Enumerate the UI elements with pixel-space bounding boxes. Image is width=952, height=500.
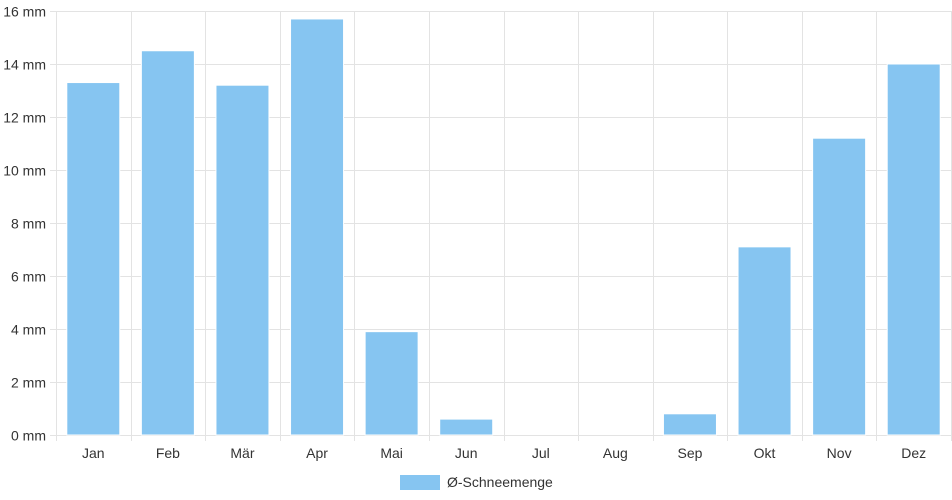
y-tick-label: 14 mm bbox=[3, 57, 46, 73]
x-axis-ticks: Jan Feb Mär Apr Mai Jun Jul Aug Sep Okt Nov Dez bbox=[82, 445, 926, 461]
bar-okt[interactable] bbox=[737, 246, 792, 436]
bar-apr[interactable] bbox=[290, 18, 345, 436]
x-tick-label: Apr bbox=[306, 445, 328, 461]
legend[interactable]: Ø-Schneemenge bbox=[400, 474, 553, 490]
y-tick-label: 10 mm bbox=[3, 163, 46, 179]
x-tick-label: Jul bbox=[532, 445, 550, 461]
x-tick-label: Jan bbox=[82, 445, 105, 461]
legend-label: Ø-Schneemenge bbox=[447, 474, 553, 490]
bar-mär[interactable] bbox=[215, 84, 270, 436]
x-tick-label: Feb bbox=[156, 445, 180, 461]
bar-jan[interactable] bbox=[66, 82, 121, 436]
legend-swatch bbox=[400, 475, 440, 490]
y-tick-label: 2 mm bbox=[11, 375, 46, 391]
x-tick-label: Sep bbox=[677, 445, 702, 461]
bars bbox=[66, 18, 941, 436]
y-axis-ticks: 0 mm 2 mm 4 mm 6 mm 8 mm 10 mm 12 mm 14 mm 16 mm bbox=[3, 4, 46, 444]
bar-jun[interactable] bbox=[439, 418, 494, 436]
y-tick-label: 8 mm bbox=[11, 216, 46, 232]
bar-sep[interactable] bbox=[662, 413, 717, 436]
x-tick-label: Mai bbox=[380, 445, 403, 461]
x-tick-label: Okt bbox=[754, 445, 776, 461]
bar-dez[interactable] bbox=[886, 63, 941, 436]
y-tick-label: 6 mm bbox=[11, 269, 46, 285]
y-tick-label: 16 mm bbox=[3, 4, 46, 20]
x-tick-label: Mär bbox=[230, 445, 254, 461]
x-tick-label: Dez bbox=[901, 445, 926, 461]
bar-nov[interactable] bbox=[812, 137, 867, 436]
x-tick-label: Jun bbox=[455, 445, 478, 461]
bar-feb[interactable] bbox=[140, 50, 195, 436]
x-tick-label: Nov bbox=[827, 445, 852, 461]
y-tick-label: 12 mm bbox=[3, 110, 46, 126]
y-tick-label: 0 mm bbox=[11, 428, 46, 444]
y-tick-label: 4 mm bbox=[11, 322, 46, 338]
bar-mai[interactable] bbox=[364, 331, 419, 436]
x-tick-label: Aug bbox=[603, 445, 628, 461]
